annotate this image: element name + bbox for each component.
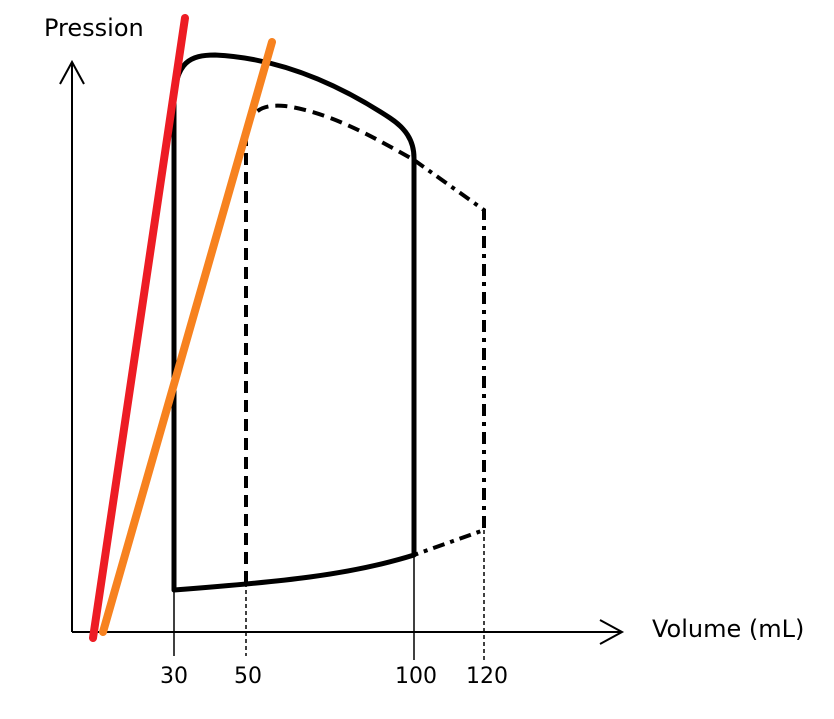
pv-loop-dashed	[244, 103, 415, 583]
x-tick-label: 120	[466, 664, 508, 689]
x-tick-label: 50	[234, 664, 262, 689]
x-axis-label: Volume (mL)	[652, 615, 805, 643]
y-axis	[59, 59, 85, 632]
x-axis	[72, 619, 625, 645]
x-tick-label: 100	[395, 664, 437, 689]
x-tick-label: 30	[160, 664, 188, 689]
y-axis-label: Pression	[44, 14, 144, 42]
pv-loop-dashdot	[412, 158, 486, 557]
pv-loop-solid	[171, 52, 417, 593]
elastance-line-orange	[99, 38, 276, 636]
elastance-line-red	[89, 14, 189, 642]
